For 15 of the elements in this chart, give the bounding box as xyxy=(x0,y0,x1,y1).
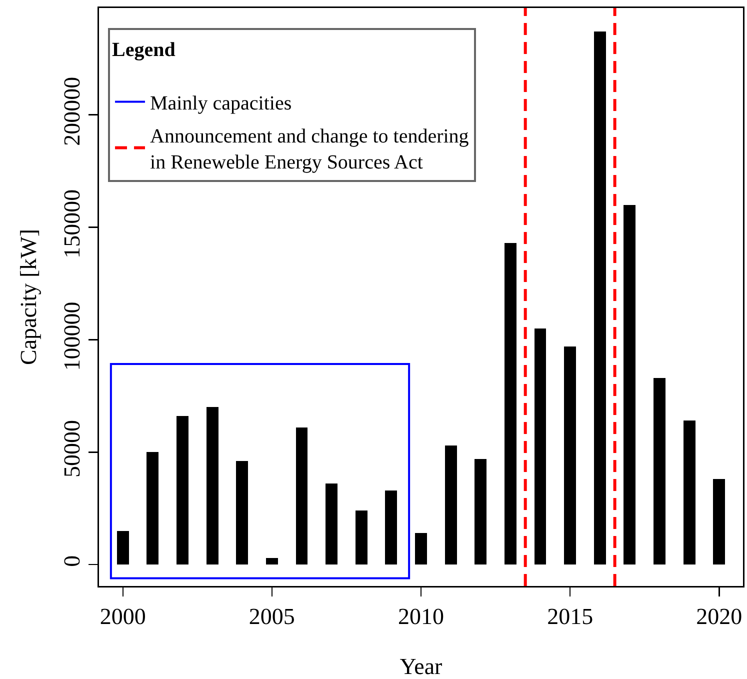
y-tick-label: 50000 xyxy=(59,420,84,478)
ref-line-label: Announcement and change to tendering in Reneweble Energy Sources Act xyxy=(150,126,469,174)
x-tick-label: 2005 xyxy=(248,604,295,630)
x-tick-label: 2010 xyxy=(398,604,444,630)
x-tick-label: 2020 xyxy=(696,604,742,630)
legend-title: Legend xyxy=(112,39,176,62)
legend-label: Mainly capacities xyxy=(150,92,292,115)
y-tick-label: 0 xyxy=(59,555,84,567)
y-tick-label: 100000 xyxy=(59,302,84,371)
y-axis-title: Capacity [kW] xyxy=(16,228,41,366)
x-tick-label: 2015 xyxy=(547,604,594,630)
y-tick-label: 150000 xyxy=(59,189,84,258)
x-tick-label: 2000 xyxy=(100,604,146,630)
x-axis-title: Year xyxy=(400,654,443,679)
y-tick-label: 200000 xyxy=(59,76,84,146)
